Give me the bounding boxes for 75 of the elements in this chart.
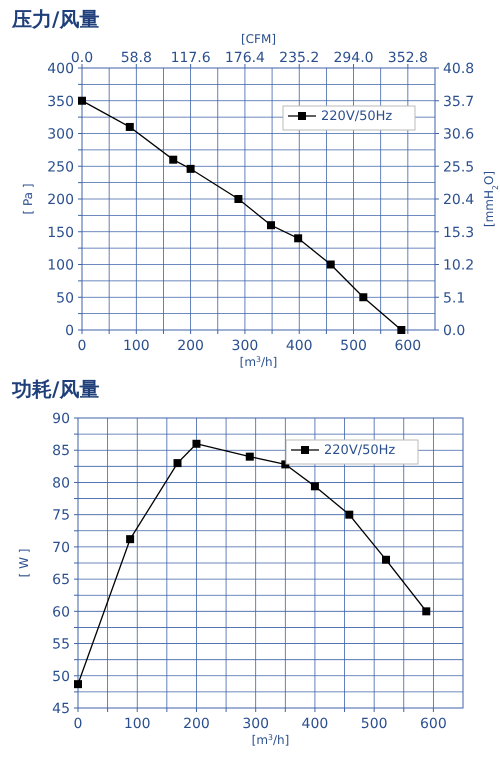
x2-axis-title: [CFM] xyxy=(241,32,276,46)
point xyxy=(359,293,368,302)
point xyxy=(294,234,302,242)
x-tick-label: 400 xyxy=(286,338,313,354)
y-tick-label: 90 xyxy=(52,411,70,427)
x-tick-label: 600 xyxy=(394,338,422,354)
y-tick-label: 400 xyxy=(47,61,74,77)
point xyxy=(310,482,319,490)
point xyxy=(234,195,242,203)
y-tick-label: 50 xyxy=(56,290,74,306)
y-tick-label: 55 xyxy=(52,636,70,653)
y2-tick-label: 20.4 xyxy=(443,192,474,208)
y2-tick-label: 30.6 xyxy=(443,126,474,142)
y2-tick-label: 35.7 xyxy=(443,94,474,110)
y-tick-label: 80 xyxy=(52,475,70,492)
point xyxy=(397,326,406,334)
x-tick-label: 100 xyxy=(122,338,150,354)
legend-label: 220V/50Hz xyxy=(324,443,396,458)
x2-tick-label: 117.6 xyxy=(170,50,211,66)
x2-tick-label: 235.2 xyxy=(279,50,320,66)
y-tick-label: 300 xyxy=(47,126,74,142)
y-tick-label: 0 xyxy=(65,323,74,339)
y-axis-title: [ Pa ] xyxy=(21,183,35,215)
x-tick-label: 500 xyxy=(360,716,388,732)
y2-tick-label: 10.2 xyxy=(443,258,474,274)
point xyxy=(345,510,354,519)
y-tick-label: 350 xyxy=(47,94,74,110)
point xyxy=(174,459,182,468)
x2-tick-label: 294.0 xyxy=(333,50,374,66)
y-axis-title: [ W ] xyxy=(17,548,31,578)
x-tick-label: 200 xyxy=(183,716,210,732)
point xyxy=(126,535,134,544)
y-tick-label: 100 xyxy=(47,258,74,274)
x2-tick-label: 352.8 xyxy=(388,50,428,66)
point xyxy=(126,122,134,131)
y-tick-label: 200 xyxy=(47,192,74,208)
y-tick-label: 85 xyxy=(52,443,70,460)
x-tick-label: 600 xyxy=(420,716,447,732)
y-tick-label: 70 xyxy=(52,540,70,556)
point xyxy=(326,260,335,268)
point xyxy=(266,221,275,230)
point xyxy=(169,156,178,164)
chart-title: 压力/风量 xyxy=(11,7,100,31)
x-tick-label: 200 xyxy=(177,338,204,354)
point xyxy=(246,452,254,461)
x-axis-title: [m$^{3}$/h] xyxy=(252,732,290,747)
chart-title: 功耗/风量 xyxy=(11,377,100,401)
point xyxy=(186,164,195,173)
y-tick-label: 75 xyxy=(52,508,70,524)
y2-tick-label: 5.1 xyxy=(443,290,466,306)
y2-tick-label: 15.3 xyxy=(443,224,474,241)
x2-tick-label: 58.8 xyxy=(120,50,152,66)
x-tick-label: 300 xyxy=(232,338,258,354)
y-tick-label: 60 xyxy=(52,604,70,620)
y-tick-label: 65 xyxy=(52,572,70,588)
point xyxy=(192,440,200,448)
y-tick-label: 50 xyxy=(52,668,70,685)
x-tick-label: 100 xyxy=(124,716,151,732)
y2-tick-label: 40.8 xyxy=(443,61,474,77)
x-tick-label: 300 xyxy=(242,716,270,732)
x-tick-label: 400 xyxy=(302,716,328,732)
x2-tick-label: 176.4 xyxy=(224,50,266,66)
y-tick-label: 45 xyxy=(52,701,70,717)
point xyxy=(74,680,82,688)
legend-label: 220V/50Hz xyxy=(321,109,392,124)
point xyxy=(78,96,86,105)
x-tick-label: 500 xyxy=(340,338,367,354)
y-tick-label: 150 xyxy=(47,224,74,241)
y2-tick-label: 25.5 xyxy=(443,159,474,176)
y-tick-label: 250 xyxy=(47,159,74,176)
x-tick-label: 0 xyxy=(78,338,86,354)
y2-tick-label: 0.0 xyxy=(443,323,466,339)
x-axis-title: [m$^{3}$/h] xyxy=(240,354,278,369)
point xyxy=(382,556,390,564)
point xyxy=(422,607,430,616)
